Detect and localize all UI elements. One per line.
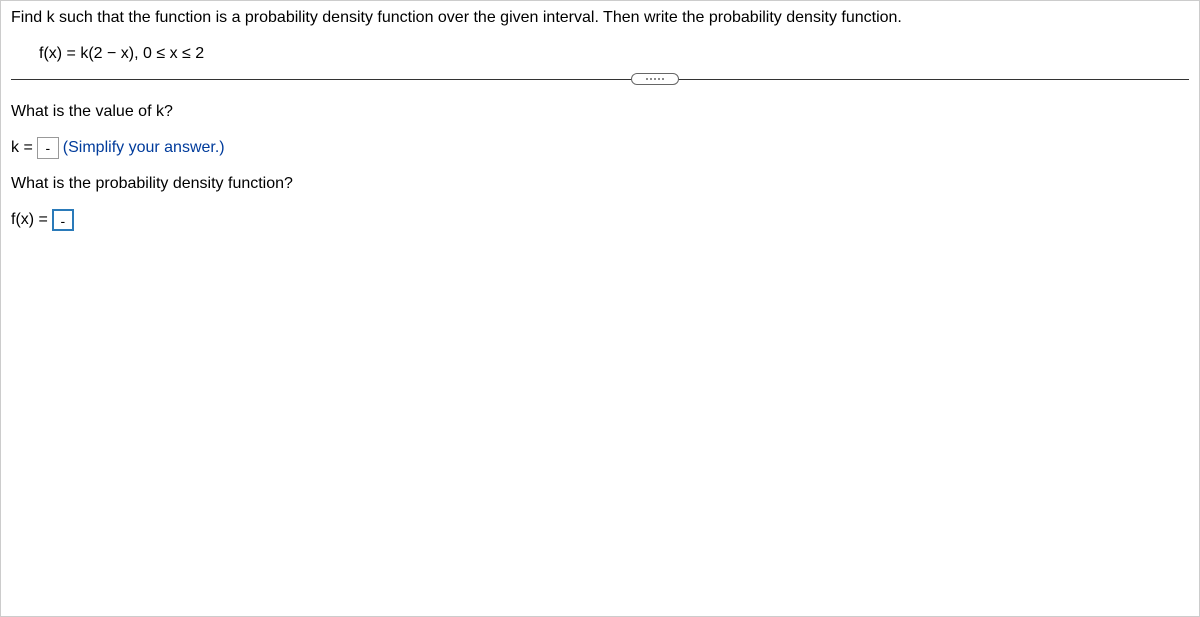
problem-instruction: Find k such that the function is a proba… <box>11 9 1189 27</box>
answer-2-prefix: f(x) = <box>11 211 48 229</box>
answer-1-prefix: k = <box>11 139 33 157</box>
answer-1-hint: (Simplify your answer.) <box>63 139 225 157</box>
k-value-input[interactable]: - <box>37 137 59 159</box>
given-function: f(x) = k(2 − x), 0 ≤ x ≤ 2 <box>39 45 1189 63</box>
section-divider <box>11 73 1189 85</box>
answer-2-line: f(x) = - <box>11 209 1189 231</box>
answer-1-line: k = - (Simplify your answer.) <box>11 137 1189 159</box>
question-2-prompt: What is the probability density function… <box>11 175 1189 193</box>
fx-input[interactable]: - <box>52 209 74 231</box>
divider-pill[interactable] <box>631 73 679 85</box>
question-1-prompt: What is the value of k? <box>11 103 1189 121</box>
dots-icon <box>646 78 664 80</box>
divider-line <box>11 79 1189 80</box>
